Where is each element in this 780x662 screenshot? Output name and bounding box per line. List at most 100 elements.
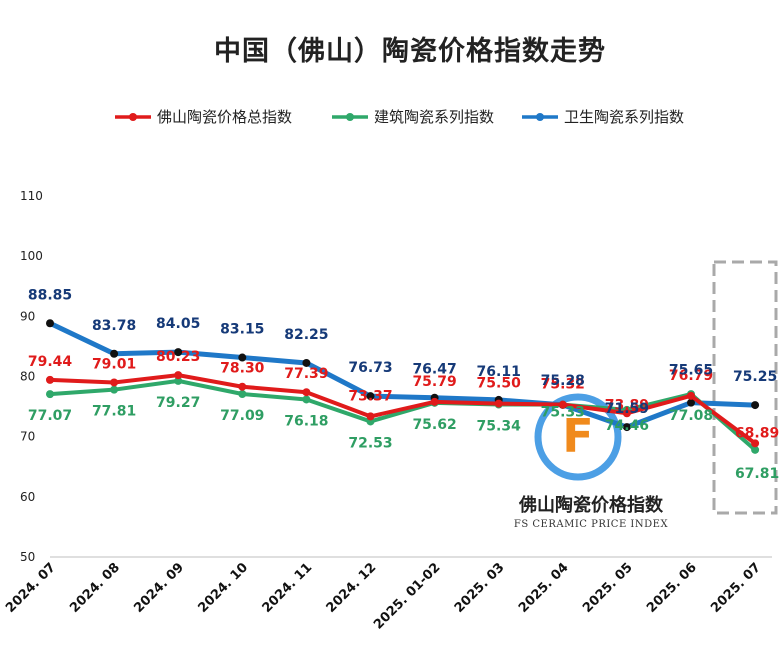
data-point (46, 375, 54, 384)
data-label: 80.23 (156, 349, 200, 365)
y-tick-label: 110 (20, 189, 43, 203)
series-line (48, 320, 756, 430)
watermark-logo-ring (534, 393, 622, 481)
data-point (751, 439, 760, 448)
data-point (46, 390, 54, 399)
data-label: 77.39 (284, 366, 328, 382)
data-label: 73.89 (605, 397, 649, 413)
data-label: 82.25 (284, 327, 328, 343)
x-tick-label: 2025. 01-02 (371, 560, 443, 632)
data-label: 88.85 (28, 287, 72, 303)
data-label: 77.09 (220, 408, 264, 424)
watermark-title: 佛山陶瓷价格指数 (518, 494, 664, 516)
data-point (687, 391, 695, 400)
data-point (238, 390, 247, 399)
watermark: F 佛山陶瓷价格指数 FS CERAMIC PRICE INDEX (514, 393, 669, 530)
data-label: 79.44 (28, 354, 73, 370)
x-tick-label: 2025. 03 (452, 560, 508, 616)
data-label: 77.81 (92, 404, 136, 420)
x-tick-label: 2024. 12 (324, 560, 380, 616)
data-point (494, 399, 503, 408)
data-label: 76.73 (348, 360, 392, 376)
data-point (558, 400, 567, 409)
data-point (366, 412, 375, 421)
data-point (687, 398, 695, 407)
data-point (751, 401, 760, 410)
data-point (302, 388, 311, 397)
data-point (238, 353, 247, 362)
x-tick-label: 2024. 09 (131, 560, 187, 616)
data-label: 75.65 (669, 363, 713, 379)
x-tick-label: 2025. 07 (708, 560, 764, 616)
series-line (49, 373, 757, 445)
y-tick-label: 80 (20, 370, 35, 384)
legend-marker (536, 113, 544, 121)
data-label: 77.07 (28, 408, 72, 424)
x-tick-label: 2024. 08 (67, 560, 123, 616)
data-point (174, 371, 183, 380)
data-label: 76.11 (477, 364, 521, 380)
data-label: 75.25 (733, 369, 777, 385)
legend: 佛山陶瓷价格总指数 建筑陶瓷系列指数 卫生陶瓷系列指数 (115, 108, 684, 126)
data-label: 76.47 (412, 362, 456, 378)
data-label: 79.01 (92, 356, 136, 372)
data-point (430, 397, 439, 406)
y-tick-label: 70 (20, 430, 35, 444)
data-point (622, 423, 631, 432)
data-label: 75.79 (412, 374, 456, 390)
data-label: 83.15 (220, 322, 264, 338)
data-label: 78.30 (220, 361, 265, 377)
data-label: 76.79 (669, 368, 713, 384)
x-axis: 2024. 07 2024. 08 2024. 09 2024. 10 2024. 11… (3, 560, 764, 632)
data-label: 84.05 (156, 316, 200, 332)
data-point (174, 348, 183, 357)
chart-title: 中国（佛山）陶瓷价格指数走势 (214, 35, 606, 67)
data-point (46, 319, 54, 328)
data-label: 77.08 (669, 408, 713, 424)
data-label: 76.18 (284, 413, 328, 429)
y-tick-label: 90 (20, 309, 35, 323)
data-point (302, 395, 311, 404)
data-label: 73.37 (348, 388, 392, 404)
legend-marker (129, 113, 137, 121)
data-label: 71.59 (605, 401, 649, 417)
watermark-subtitle: FS CERAMIC PRICE INDEX (514, 519, 669, 530)
data-label: 72.53 (348, 435, 392, 451)
data-label: 68.89 (735, 425, 779, 441)
data-point (238, 382, 247, 391)
data-label: 75.34 (477, 419, 522, 435)
y-axis: 50 60 70 80 90 100 110 (20, 189, 43, 564)
data-label: 83.78 (92, 318, 136, 334)
data-point (110, 378, 119, 387)
data-label: 79.27 (156, 395, 200, 411)
x-tick-label: 2024. 11 (260, 560, 316, 616)
y-tick-label: 100 (20, 249, 43, 263)
x-tick-label: 2024. 10 (195, 560, 251, 616)
x-tick-label: 2024. 07 (3, 560, 59, 616)
legend-entry: 佛山陶瓷价格总指数 (157, 108, 292, 126)
data-point (110, 349, 119, 358)
data-point (110, 385, 119, 394)
data-point (302, 358, 311, 367)
y-tick-label: 50 (20, 550, 35, 564)
highlight-box (712, 260, 778, 515)
data-label: 75.28 (541, 373, 585, 389)
legend-marker (346, 113, 354, 121)
data-label: 75.62 (412, 417, 456, 433)
data-label: 75.32 (541, 377, 585, 393)
y-tick-label: 60 (20, 490, 35, 504)
x-tick-label: 2025. 06 (644, 560, 700, 616)
data-label: 75.33 (541, 405, 585, 421)
series-group (46, 319, 760, 454)
data-point (622, 409, 631, 418)
legend-entry: 卫生陶瓷系列指数 (564, 108, 684, 126)
data-label: 67.81 (735, 466, 779, 482)
data-labels: 79.44 79.01 80.23 78.30 77.39 73.37 75.79 75.50… (28, 287, 779, 482)
x-tick-label: 2025. 04 (516, 560, 572, 616)
data-point (174, 376, 183, 385)
data-label: 75.50 (477, 376, 522, 392)
data-point (366, 392, 375, 401)
data-point (751, 445, 760, 454)
series-line (49, 378, 757, 452)
